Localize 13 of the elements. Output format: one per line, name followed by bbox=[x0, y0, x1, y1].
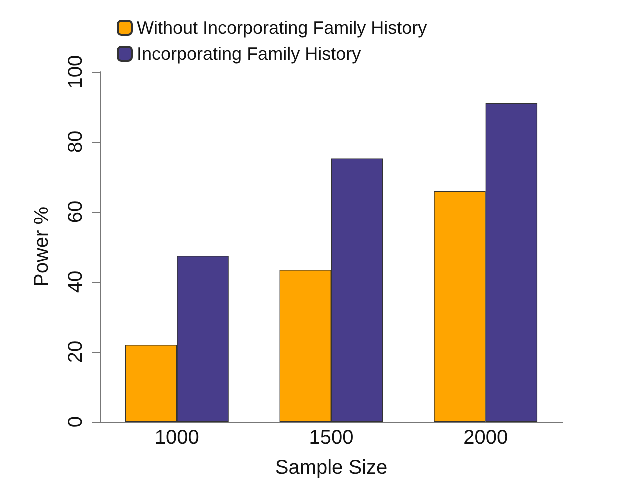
legend-label: Without Incorporating Family History bbox=[137, 18, 428, 38]
x-axis-title: Sample Size bbox=[275, 457, 388, 479]
y-tick-label: 100 bbox=[65, 55, 87, 89]
y-tick-label: 80 bbox=[65, 130, 87, 154]
y-tick-label: 0 bbox=[65, 416, 87, 428]
x-tick-label: 2000 bbox=[464, 427, 508, 449]
legend-label: Incorporating Family History bbox=[137, 44, 362, 64]
x-tick-label: 1500 bbox=[309, 427, 354, 449]
x-tick-label: 1000 bbox=[154, 427, 200, 449]
y-tick-label: 20 bbox=[65, 340, 87, 364]
y-tick-label: 40 bbox=[65, 270, 87, 294]
y-tick-label: 60 bbox=[65, 200, 87, 224]
y-axis-title: Power % bbox=[31, 206, 53, 288]
